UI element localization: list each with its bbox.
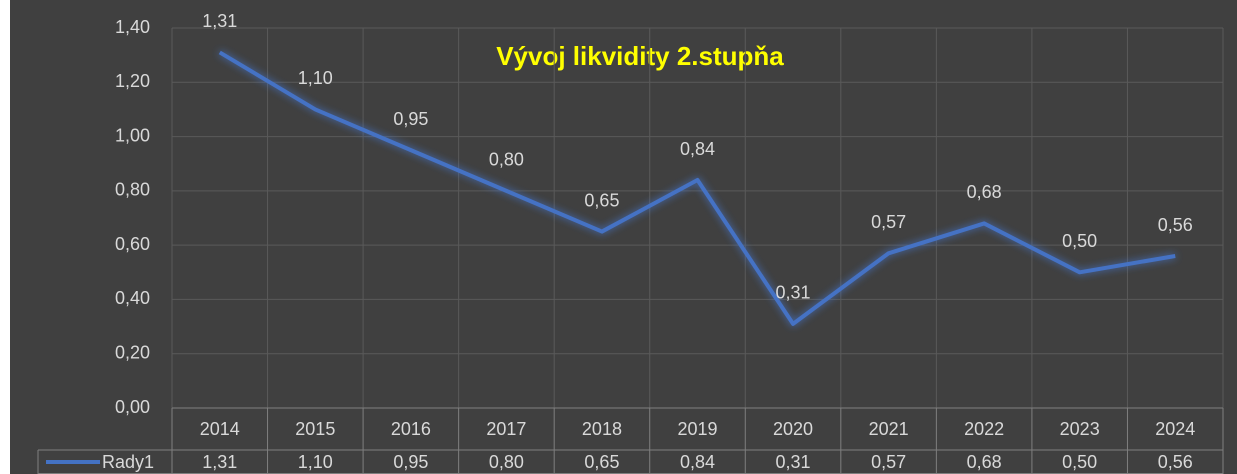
y-tick-label: 1,00 — [115, 125, 150, 145]
table-value: 0,57 — [871, 452, 906, 472]
y-tick-label: 0,80 — [115, 180, 150, 200]
x-tick-label: 2022 — [964, 419, 1004, 439]
x-tick-label: 2018 — [582, 419, 622, 439]
x-tick-label: 2020 — [773, 419, 813, 439]
legend-label: Rady1 — [102, 452, 154, 472]
table-value: 1,10 — [298, 452, 333, 472]
y-tick-label: 0,20 — [115, 342, 150, 362]
data-label: 0,50 — [1062, 231, 1097, 251]
table-value: 0,50 — [1062, 452, 1097, 472]
x-tick-label: 2023 — [1060, 419, 1100, 439]
data-label: 1,31 — [202, 11, 237, 31]
y-tick-label: 0,60 — [115, 234, 150, 254]
data-label: 0,95 — [393, 109, 428, 129]
table-value: 0,80 — [489, 452, 524, 472]
table-value: 0,31 — [776, 452, 811, 472]
chart-title: Vývoj likvidity 2.stupňa — [496, 41, 784, 71]
x-tick-label: 2021 — [869, 419, 909, 439]
chart-background — [10, 0, 1237, 474]
x-tick-label: 2016 — [391, 419, 431, 439]
x-tick-label: 2024 — [1155, 419, 1195, 439]
data-label: 0,57 — [871, 212, 906, 232]
table-value: 0,68 — [967, 452, 1002, 472]
data-label: 0,65 — [584, 190, 619, 210]
table-value: 0,84 — [680, 452, 715, 472]
table-value: 0,95 — [393, 452, 428, 472]
table-value: 0,56 — [1158, 452, 1193, 472]
data-label: 0,31 — [776, 283, 811, 303]
y-tick-label: 0,00 — [115, 397, 150, 417]
table-value: 1,31 — [202, 452, 237, 472]
x-tick-label: 2015 — [295, 419, 335, 439]
x-tick-label: 2014 — [200, 419, 240, 439]
data-label: 0,56 — [1158, 215, 1193, 235]
data-label: 0,80 — [489, 150, 524, 170]
x-tick-label: 2017 — [486, 419, 526, 439]
data-label: 0,68 — [967, 182, 1002, 202]
y-tick-label: 1,20 — [115, 71, 150, 91]
y-tick-label: 1,40 — [115, 17, 150, 37]
x-tick-label: 2019 — [677, 419, 717, 439]
table-value: 0,65 — [584, 452, 619, 472]
series-line — [218, 50, 1176, 326]
y-tick-label: 0,40 — [115, 288, 150, 308]
data-label: 0,84 — [680, 139, 715, 159]
data-label: 1,10 — [298, 68, 333, 88]
